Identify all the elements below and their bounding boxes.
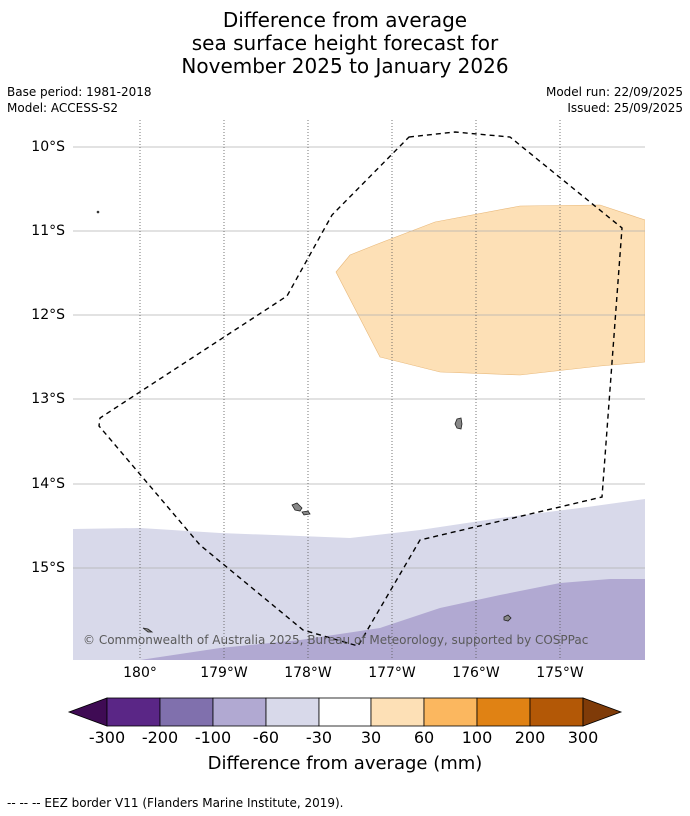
colorbar-segment-5 (318, 697, 372, 727)
meta-left: Base period: 1981-2018 Model: ACCESS-S2 (7, 84, 152, 116)
colorbar-segment-4 (265, 697, 320, 727)
longitude-gridlines (139, 120, 561, 660)
colorbar-segment-2 (159, 697, 214, 727)
meta-right: Model run: 22/09/2025 Issued: 25/09/2025 (546, 84, 683, 116)
lat-label-14s: 14°S (31, 476, 65, 492)
lat-label-15s: 15°S (31, 560, 65, 576)
lon-label-176w: 176°W (452, 665, 500, 681)
colorbar-label-8: 100 (461, 728, 493, 747)
island-east (454, 417, 463, 430)
lat-label-12s: 12°S (31, 307, 65, 323)
lon-label-178w: 178°W (284, 665, 332, 681)
colorbar-segment-9 (529, 697, 584, 727)
lon-label-175w: 175°W (536, 665, 584, 681)
island-northwest (96, 210, 100, 214)
colorbar-label-5: -30 (305, 728, 333, 747)
colorbar-label-3: -100 (194, 728, 232, 747)
colorbar-segment-7 (423, 697, 478, 727)
colorbar-title: Difference from average (mm) (207, 753, 483, 774)
colorbar-label-1: -300 (88, 728, 126, 747)
colorbar (67, 697, 623, 727)
lat-label-13s: 13°S (31, 391, 65, 407)
latitude-gridlines (73, 146, 645, 569)
colorbar-segment-6 (370, 697, 425, 727)
copyright-notice: © Commonwealth of Australia 2025, Bureau… (83, 633, 589, 647)
colorbar-max-arrow (582, 697, 623, 727)
island-south (503, 614, 512, 622)
title-line-3: November 2025 to January 2026 (181, 54, 509, 78)
islands (96, 210, 512, 633)
model-run: Model run: 22/09/2025 (545, 85, 683, 99)
island-southwest (142, 627, 154, 633)
colorbar-label-10: 300 (567, 728, 599, 747)
colorbar-label-2: -200 (141, 728, 179, 747)
lat-label-11s: 11°S (31, 223, 65, 239)
lon-label-177w: 177°W (368, 665, 416, 681)
positive-anomaly-region (335, 204, 645, 376)
model-name: Model: ACCESS-S2 (7, 101, 119, 115)
base-period: Base period: 1981-2018 (7, 85, 152, 99)
map-area (73, 120, 645, 660)
negative-anomaly-medium-region (140, 579, 645, 660)
lon-label-179w: 179°W (200, 665, 248, 681)
title-line-1: Difference from average (222, 8, 468, 32)
colorbar-label-6: 30 (360, 728, 382, 747)
lon-label-180: 180° (123, 665, 157, 681)
island-central-small (301, 510, 311, 516)
map-title: Difference from average sea surface heig… (0, 9, 690, 78)
issued-date: Issued: 25/09/2025 (567, 101, 683, 115)
colorbar-label-7: 60 (413, 728, 435, 747)
eez-footnote: -- -- -- EEZ border V11 (Flanders Marine… (7, 796, 344, 810)
colorbar-segment-1 (106, 697, 161, 727)
island-central (291, 502, 303, 512)
colorbar-label-9: 200 (514, 728, 546, 747)
colorbar-segment-3 (212, 697, 267, 727)
colorbar-segment-8 (476, 697, 531, 727)
colorbar-label-4: -60 (252, 728, 280, 747)
lat-label-10s: 10°S (31, 139, 65, 155)
title-line-2: sea surface height forecast for (191, 31, 499, 55)
colorbar-min-arrow (67, 697, 108, 727)
